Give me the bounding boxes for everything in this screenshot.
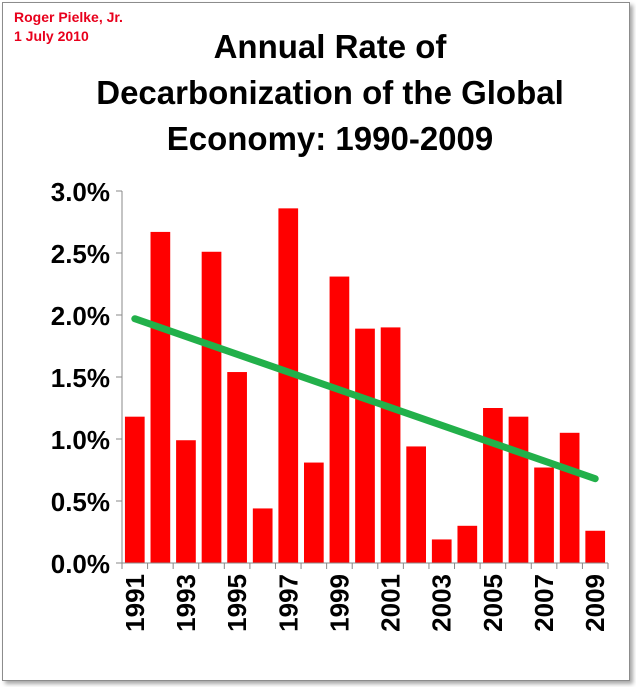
bar-2000: [355, 328, 375, 563]
y-tick-labels: 0.0% 0.5% 1.0% 1.5% 2.0% 2.5% 3.0%: [51, 177, 122, 579]
bar-1997: [278, 208, 299, 564]
bar-1994: [201, 251, 222, 563]
x-tick-label: 2005: [478, 574, 508, 632]
bar-1999: [329, 276, 350, 563]
bar-1993: [176, 440, 196, 563]
bar-2006: [508, 416, 529, 563]
bar-1998: [303, 462, 324, 563]
chart-title-line-3: Economy: 1990-2009: [166, 120, 494, 157]
chart-title: Annual Rate of Decarbonization of the Gl…: [60, 24, 600, 162]
x-tick-labels: 1991 1993 1995 1997 1999 2001 2003 2005 2007 2009: [120, 563, 610, 632]
bar-2003: [431, 539, 452, 563]
x-tick-label: 2003: [427, 574, 457, 632]
bar-2001: [380, 327, 401, 563]
bar-1995: [227, 372, 247, 563]
bar-2007: [534, 467, 554, 563]
bar-2002: [406, 446, 427, 563]
x-tick-label: 1991: [120, 574, 150, 632]
y-tick-label: 0.5%: [51, 487, 110, 517]
y-tick-label: 1.0%: [51, 425, 110, 455]
y-tick-label: 2.0%: [51, 301, 110, 331]
bar-2008: [559, 432, 580, 563]
bar-2004: [457, 525, 478, 563]
y-tick-label: 1.5%: [51, 363, 110, 393]
x-tick-label: 1997: [273, 574, 303, 632]
x-tick-label: 1995: [222, 574, 252, 632]
author-credit: Roger Pielke, Jr. 1 July 2010: [14, 8, 123, 46]
trend-line: [131, 315, 599, 483]
y-tick-label: 3.0%: [51, 177, 110, 207]
x-tick-label: 1999: [324, 574, 354, 632]
chart-frame: [2, 2, 630, 681]
bar-1991: [124, 416, 145, 563]
x-tick-label: 1993: [171, 574, 201, 632]
chart-title-line-1: Annual Rate of: [213, 28, 447, 65]
credit-date: 1 July 2010: [14, 28, 89, 44]
chart-title-line-2: Decarbonization of the Global: [96, 74, 564, 111]
bar-group: [124, 208, 606, 564]
trend-group: [131, 315, 599, 483]
x-tick-label: 2009: [580, 574, 610, 632]
bar-1992: [150, 231, 171, 564]
credit-author: Roger Pielke, Jr.: [14, 9, 123, 25]
bar-2009: [585, 530, 606, 563]
y-tick-label: 2.5%: [51, 239, 110, 269]
x-tick-label: 2007: [529, 574, 559, 632]
y-tick-label: 0.0%: [51, 549, 110, 579]
bar-1996: [252, 508, 273, 563]
bar-2005: [483, 408, 503, 563]
x-tick-label: 2001: [376, 574, 406, 632]
